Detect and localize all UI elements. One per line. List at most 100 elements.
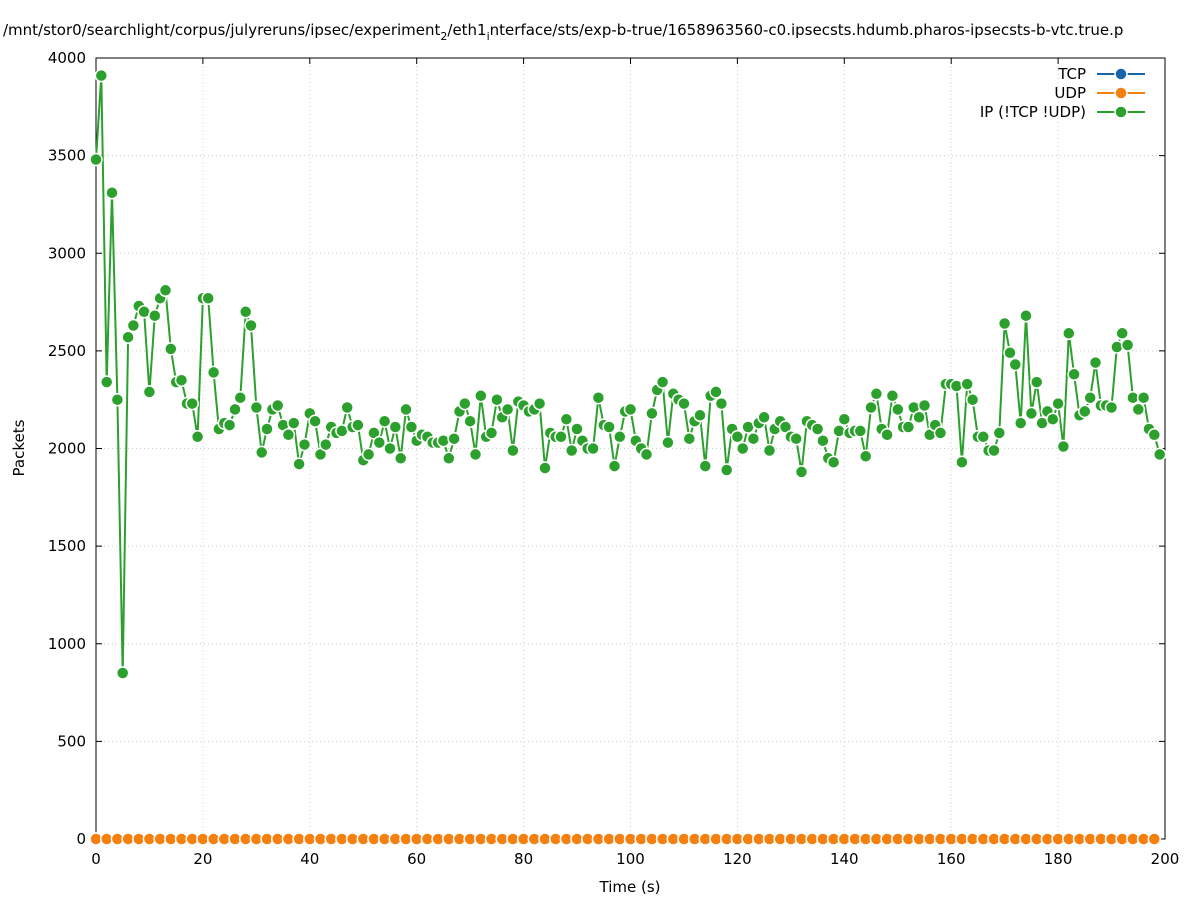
data-point: [645, 406, 659, 421]
data-point: [442, 451, 456, 466]
data-point: [361, 447, 376, 462]
data-point: [677, 396, 691, 411]
series-udp: [89, 832, 1162, 846]
data-point: [1078, 404, 1092, 419]
data-point: [746, 431, 761, 446]
data-point: [463, 414, 477, 428]
data-point: [110, 392, 125, 407]
data-point: [500, 402, 515, 417]
data-point: [933, 426, 948, 440]
y-axis-label: Packets: [10, 419, 28, 476]
data-point: [564, 443, 579, 458]
data-point: [399, 402, 413, 417]
data-point: [1115, 326, 1129, 341]
data-point: [1120, 338, 1135, 352]
data-point: [965, 392, 980, 407]
data-point: [222, 418, 237, 432]
data-point: [1147, 832, 1162, 846]
x-tick-label: 0: [91, 850, 101, 868]
x-tick-label: 100: [616, 850, 645, 868]
data-point: [94, 68, 109, 83]
data-point: [912, 410, 926, 425]
data-point: [554, 430, 568, 444]
data-point: [254, 445, 269, 460]
data-point: [249, 400, 264, 415]
data-point: [506, 443, 520, 458]
data-point: [719, 463, 734, 477]
data-point: [698, 459, 713, 473]
y-tick-label: 2500: [48, 342, 86, 360]
data-point: [960, 377, 974, 391]
series-line-ip-tcp-udp: [95, 74, 1161, 674]
data-point: [789, 431, 803, 446]
x-tick-labels: 0 20 40 60 80 100 120 140 160 180 200: [91, 850, 1179, 868]
data-point: [458, 396, 472, 411]
data-point: [121, 330, 135, 344]
data-point: [891, 402, 905, 417]
data-point: [1067, 367, 1081, 382]
data-point: [1083, 390, 1097, 405]
y-tick-label: 2000: [48, 440, 86, 458]
data-point: [270, 398, 285, 413]
data-point: [826, 455, 841, 469]
data-point: [1024, 406, 1039, 421]
data-point: [1136, 390, 1151, 405]
data-point: [992, 426, 1007, 440]
data-point: [490, 392, 504, 407]
data-point: [880, 428, 894, 442]
data-point: [351, 418, 365, 432]
data-point: [559, 412, 574, 426]
y-tick-label: 3000: [48, 244, 86, 262]
data-point: [1104, 400, 1119, 415]
data-point: [260, 422, 274, 436]
legend-label: IP (!TCP !UDP): [980, 103, 1086, 121]
data-point: [1019, 308, 1033, 323]
y-tick-label: 3500: [48, 147, 86, 165]
data-point: [714, 396, 729, 411]
data-point: [794, 465, 809, 479]
data-point: [1013, 416, 1028, 430]
data-point: [319, 437, 333, 452]
data-point: [864, 400, 878, 415]
data-point: [1062, 326, 1076, 341]
data-point: [885, 389, 900, 403]
data-point: [393, 451, 408, 466]
data-point: [201, 291, 215, 305]
y-tick-label: 500: [57, 732, 86, 750]
x-tick-label: 20: [193, 850, 212, 868]
data-point: [586, 441, 600, 456]
data-point: [115, 666, 130, 680]
data-point: [1003, 346, 1017, 360]
legend-label: UDP: [1054, 84, 1086, 102]
data-point: [185, 396, 199, 411]
legend-marker: [1114, 86, 1128, 100]
data-point: [917, 398, 932, 413]
data-point: [148, 308, 162, 323]
data-point: [623, 402, 638, 417]
x-tick-label: 40: [300, 850, 319, 868]
data-point: [810, 422, 825, 436]
data-point: [1046, 412, 1060, 426]
data-point: [997, 316, 1012, 331]
y-tick-label: 0: [76, 830, 86, 848]
legend-label: TCP: [1057, 65, 1086, 83]
data-point: [468, 447, 483, 462]
data-point: [287, 416, 301, 430]
data-point: [730, 430, 745, 444]
data-point: [869, 387, 884, 401]
data-point: [538, 461, 552, 475]
data-point: [484, 426, 499, 440]
legend-marker: [1114, 67, 1128, 81]
x-tick-label: 120: [723, 850, 752, 868]
data-point: [126, 318, 141, 333]
data-point: [1051, 396, 1065, 411]
data-point: [1110, 340, 1124, 354]
data-point: [816, 433, 830, 448]
y-tick-label: 1000: [48, 635, 86, 653]
data-point: [89, 152, 103, 167]
x-axis-label: Time (s): [599, 878, 661, 896]
data-point: [1008, 357, 1023, 372]
data-point: [244, 318, 258, 333]
data-point: [1131, 402, 1146, 417]
